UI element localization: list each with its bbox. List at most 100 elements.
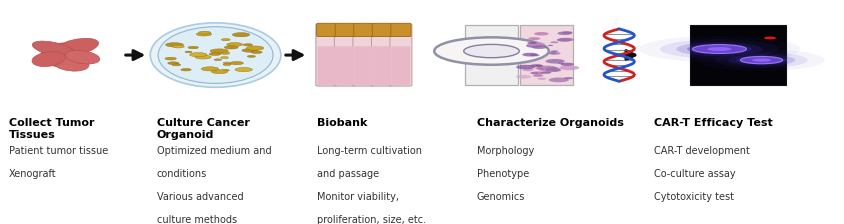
Circle shape (225, 46, 238, 49)
Circle shape (516, 75, 531, 79)
Ellipse shape (32, 52, 66, 67)
Text: Cytotoxicity test: Cytotoxicity test (654, 192, 733, 202)
Circle shape (549, 52, 555, 54)
Circle shape (536, 65, 544, 67)
Ellipse shape (150, 23, 281, 87)
FancyBboxPatch shape (316, 24, 338, 86)
Circle shape (532, 45, 547, 49)
Circle shape (522, 53, 538, 56)
Circle shape (551, 69, 560, 71)
Circle shape (560, 65, 579, 70)
Circle shape (201, 67, 219, 71)
Circle shape (222, 69, 230, 71)
Circle shape (214, 59, 221, 60)
FancyBboxPatch shape (334, 24, 356, 86)
Text: Morphology: Morphology (477, 146, 534, 156)
Circle shape (530, 72, 538, 74)
FancyBboxPatch shape (465, 25, 518, 85)
FancyBboxPatch shape (373, 46, 392, 85)
Circle shape (516, 65, 535, 69)
Circle shape (190, 53, 207, 57)
Text: proliferation, size, etc.: proliferation, size, etc. (316, 215, 426, 224)
Circle shape (528, 42, 537, 44)
Circle shape (221, 39, 230, 41)
Ellipse shape (740, 56, 782, 64)
Circle shape (247, 55, 256, 57)
Circle shape (528, 37, 540, 40)
Circle shape (251, 51, 262, 54)
FancyBboxPatch shape (520, 25, 573, 85)
FancyBboxPatch shape (317, 46, 336, 85)
FancyBboxPatch shape (335, 23, 355, 37)
Ellipse shape (687, 44, 752, 54)
Circle shape (463, 44, 519, 58)
Circle shape (172, 45, 184, 48)
Circle shape (434, 37, 549, 65)
Circle shape (223, 64, 231, 65)
Circle shape (557, 38, 571, 42)
Circle shape (549, 78, 569, 82)
Circle shape (172, 64, 181, 66)
Circle shape (545, 68, 561, 72)
Ellipse shape (660, 39, 779, 59)
FancyBboxPatch shape (391, 23, 411, 37)
Circle shape (211, 70, 228, 74)
Circle shape (220, 57, 229, 58)
Ellipse shape (55, 38, 99, 56)
Text: Xenograft: Xenograft (9, 169, 57, 179)
Circle shape (560, 63, 574, 66)
Circle shape (545, 67, 560, 70)
Circle shape (197, 32, 212, 36)
Text: Genomics: Genomics (477, 192, 525, 202)
Circle shape (165, 57, 176, 60)
Circle shape (188, 46, 198, 49)
Circle shape (557, 62, 564, 64)
Text: Collect Tumor
Tissues: Collect Tumor Tissues (9, 118, 95, 140)
Text: Co-culture assay: Co-culture assay (654, 169, 735, 179)
Circle shape (232, 33, 250, 37)
Circle shape (528, 42, 545, 46)
Circle shape (557, 32, 572, 35)
Circle shape (534, 32, 549, 35)
Circle shape (533, 74, 544, 77)
Circle shape (198, 31, 211, 34)
Circle shape (522, 69, 534, 71)
Ellipse shape (32, 41, 75, 57)
Ellipse shape (715, 52, 808, 68)
Circle shape (550, 41, 559, 43)
Text: Biobank: Biobank (316, 118, 367, 127)
Text: Phenotype: Phenotype (477, 169, 529, 179)
Text: Culture Cancer
Organoid: Culture Cancer Organoid (157, 118, 250, 140)
Circle shape (227, 43, 243, 46)
Text: and passage: and passage (316, 169, 379, 179)
Circle shape (181, 69, 192, 71)
FancyBboxPatch shape (316, 23, 337, 37)
Circle shape (548, 45, 553, 46)
Circle shape (550, 51, 557, 52)
Circle shape (564, 77, 573, 79)
FancyBboxPatch shape (354, 23, 374, 37)
Circle shape (220, 52, 230, 54)
Text: CAR-T development: CAR-T development (654, 146, 749, 156)
FancyBboxPatch shape (690, 25, 787, 85)
Circle shape (539, 69, 546, 71)
Circle shape (243, 44, 252, 46)
Ellipse shape (41, 43, 87, 67)
Text: Various advanced: Various advanced (157, 192, 243, 202)
Ellipse shape (65, 50, 100, 64)
FancyBboxPatch shape (354, 46, 373, 85)
Circle shape (535, 67, 544, 70)
Ellipse shape (728, 54, 795, 66)
Circle shape (559, 38, 574, 41)
Circle shape (526, 44, 543, 48)
FancyBboxPatch shape (392, 46, 410, 85)
Ellipse shape (158, 27, 273, 83)
Circle shape (531, 71, 544, 75)
FancyBboxPatch shape (372, 23, 392, 37)
Circle shape (242, 49, 257, 52)
Ellipse shape (752, 58, 771, 62)
Circle shape (764, 37, 776, 39)
Circle shape (530, 54, 539, 56)
Text: Patient tumor tissue: Patient tumor tissue (9, 146, 108, 156)
FancyBboxPatch shape (371, 24, 393, 86)
